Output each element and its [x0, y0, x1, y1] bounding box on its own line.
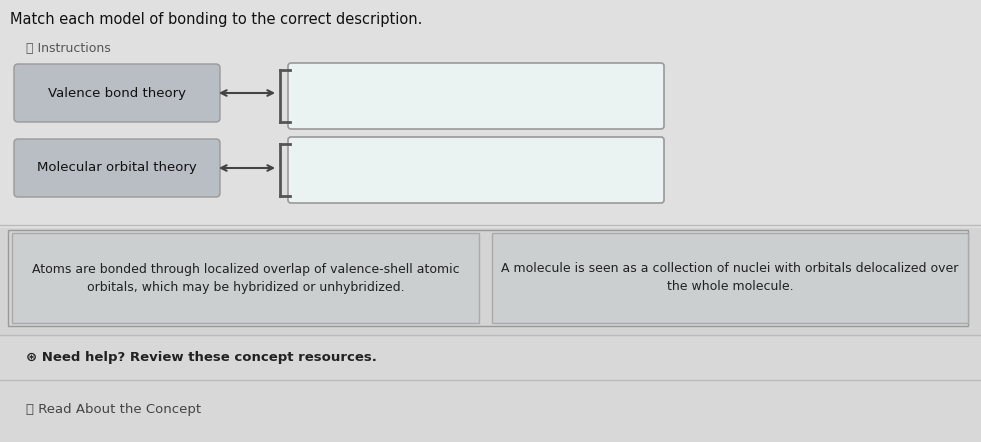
Text: Valence bond theory: Valence bond theory	[48, 87, 186, 99]
FancyBboxPatch shape	[8, 230, 968, 326]
Text: orbitals, which may be hybridized or unhybridized.: orbitals, which may be hybridized or unh…	[86, 281, 404, 293]
Text: ⧉ Read About the Concept: ⧉ Read About the Concept	[26, 404, 201, 416]
FancyBboxPatch shape	[288, 137, 664, 203]
Bar	[0, 335, 981, 380]
Text: Atoms are bonded through localized overlap of valence-shell atomic: Atoms are bonded through localized overl…	[31, 263, 459, 275]
Text: A molecule is seen as a collection of nuclei with orbitals delocalized over: A molecule is seen as a collection of nu…	[501, 263, 958, 275]
FancyBboxPatch shape	[12, 233, 479, 323]
Text: ⓘ Instructions: ⓘ Instructions	[26, 42, 111, 55]
Text: Molecular orbital theory: Molecular orbital theory	[37, 161, 197, 175]
FancyBboxPatch shape	[288, 63, 664, 129]
FancyBboxPatch shape	[492, 233, 968, 323]
Text: ⊛ Need help? Review these concept resources.: ⊛ Need help? Review these concept resour…	[26, 351, 377, 363]
FancyBboxPatch shape	[14, 64, 220, 122]
Text: Match each model of bonding to the correct description.: Match each model of bonding to the corre…	[10, 12, 423, 27]
Bar	[0, 228, 981, 338]
Bar	[0, 380, 981, 442]
FancyBboxPatch shape	[14, 139, 220, 197]
Text: the whole molecule.: the whole molecule.	[667, 281, 794, 293]
